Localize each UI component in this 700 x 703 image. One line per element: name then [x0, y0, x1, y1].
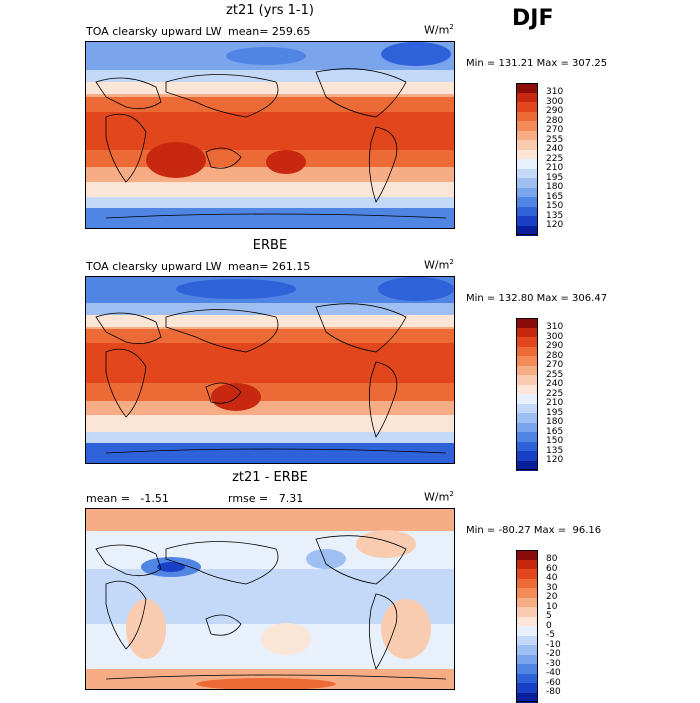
panel-title: zt21 - ERBE	[232, 470, 308, 485]
colorbar-tick-label: 150	[546, 201, 564, 211]
colorbar-tick-label: 180	[546, 182, 564, 192]
colorbar-frame	[516, 83, 538, 235]
colorbar-tick-label: 195	[546, 407, 564, 418]
variable-label: TOA clearsky upward LW	[86, 260, 222, 273]
colorbar-tick-label: 60	[546, 563, 558, 574]
panel-title: zt21 (yrs 1-1)	[226, 3, 314, 18]
mean-value: mean= 259.65	[228, 25, 311, 38]
min-max-label: Min = 131.21 Max = 307.25	[466, 58, 608, 69]
colorbar-tick-label: 150	[546, 436, 564, 446]
colorbar-tick-label: 210	[546, 398, 564, 408]
colorbar-frame	[516, 318, 538, 470]
colorbar-tick-label: 40	[546, 573, 558, 583]
colorbar-tick-label: 165	[546, 191, 564, 202]
colorbar-tick-label: 225	[546, 153, 564, 164]
colorbar-tick-label: 135	[546, 445, 564, 456]
colorbar-tick-label: 165	[546, 426, 564, 437]
units-label: W/m2	[424, 490, 454, 504]
mean-value: mean= 261.15	[228, 260, 311, 273]
map-model	[85, 41, 455, 229]
panel-diff: zt21 - ERBE mean = -1.51 rmse = 7.31 W/m…	[0, 470, 700, 703]
map-obs	[85, 276, 455, 464]
colorbar-tick-label: -5	[546, 630, 555, 640]
variable-label: TOA clearsky upward LW	[86, 25, 222, 38]
colorbar-tick-label: 310	[546, 322, 564, 332]
min-max-label: Min = -80.27 Max = 96.16	[466, 525, 602, 536]
colorbar-tick-label: 290	[546, 341, 564, 351]
colorbar-tick-label: 300	[546, 96, 564, 107]
colorbar-tick-label: 30	[546, 582, 558, 593]
mean-value: mean = -1.51	[86, 492, 169, 505]
colorbar-tick-label: 240	[546, 379, 564, 389]
rmse-value: rmse = 7.31	[228, 492, 304, 505]
colorbar-tick-label: -60	[546, 677, 561, 688]
colorbar-tick-label: -30	[546, 658, 561, 669]
colorbar-tick-label: 80	[546, 554, 558, 564]
colorbar-tick-label: 210	[546, 163, 564, 173]
colorbar-tick-label: 270	[546, 360, 564, 370]
colorbar-tick-label: 0	[546, 620, 552, 631]
colorbar-tick-label: 280	[546, 115, 564, 126]
colorbar-tick-label: 270	[546, 125, 564, 135]
colorbar-tick-label: -40	[546, 668, 561, 678]
colorbar-tick-label: 255	[546, 369, 564, 380]
colorbar-tick-label: 225	[546, 388, 564, 399]
colorbar-tick-label: -80	[546, 687, 561, 697]
colorbar-tick-label: 195	[546, 172, 564, 183]
min-max-label: Min = 132.80 Max = 306.47	[466, 293, 608, 304]
colorbar-tick-label: -20	[546, 649, 561, 659]
panel-obs: ERBE TOA clearsky upward LW mean= 261.15…	[0, 238, 700, 471]
units-label: W/m2	[424, 23, 454, 37]
colorbar-tick-label: 120	[546, 220, 564, 230]
colorbar-tick-label: 5	[546, 611, 552, 621]
colorbar-tick-label: -10	[546, 639, 561, 650]
panel-title: ERBE	[252, 238, 288, 253]
colorbar-frame	[516, 550, 538, 702]
colorbar-tick-label: 255	[546, 134, 564, 145]
colorbar-tick-label: 20	[546, 592, 558, 602]
colorbar-tick-label: 10	[546, 601, 558, 612]
colorbar-tick-label: 300	[546, 331, 564, 342]
map-diff	[85, 508, 455, 690]
colorbar-tick-label: 180	[546, 417, 564, 427]
colorbar-tick-label: 120	[546, 455, 564, 465]
colorbar-tick-label: 310	[546, 87, 564, 97]
colorbar-tick-label: 240	[546, 144, 564, 154]
colorbar-tick-label: 290	[546, 106, 564, 116]
units-label: W/m2	[424, 258, 454, 272]
colorbar-tick-label: 280	[546, 350, 564, 361]
colorbar-tick-label: 135	[546, 210, 564, 221]
panel-model: zt21 (yrs 1-1) TOA clearsky upward LW me…	[0, 3, 700, 236]
season-label: DJF	[512, 6, 554, 31]
